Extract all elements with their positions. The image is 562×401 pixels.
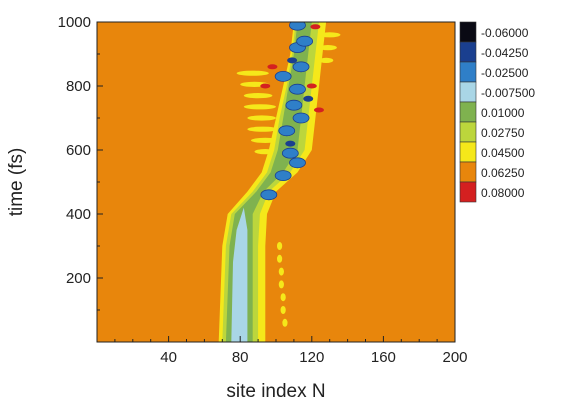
- contour-spot: [289, 83, 306, 95]
- contour-dot: [278, 280, 284, 289]
- x-tick-label: 200: [442, 349, 467, 366]
- contour-stripe: [236, 70, 269, 76]
- colorbar-label: -0.007500: [481, 86, 535, 100]
- x-tick-label: 80: [232, 349, 249, 366]
- contour-stripe: [247, 115, 276, 121]
- contour-spot: [289, 22, 306, 31]
- y-tick-label: 200: [66, 270, 91, 287]
- y-tick-label: 800: [66, 78, 91, 95]
- colorbar-swatch: [459, 41, 477, 63]
- colorbar-swatch: [459, 141, 477, 163]
- contour-dot: [280, 306, 286, 314]
- colorbar-swatch: [459, 121, 477, 143]
- contour-stripe: [318, 45, 337, 51]
- colorbar-label: 0.04500: [481, 146, 525, 160]
- contour-spot: [292, 61, 310, 73]
- contour-spot: [287, 57, 298, 64]
- contour-spot: [274, 170, 292, 182]
- contour-spot: [260, 83, 271, 89]
- contour-dot: [278, 267, 284, 276]
- contour-stripe: [243, 104, 276, 110]
- contour-stripe: [243, 93, 273, 99]
- y-tick-label: 600: [66, 142, 91, 159]
- contour-spot: [296, 35, 314, 47]
- x-tick-label: 160: [371, 349, 396, 366]
- colorbar: -0.06000 -0.04250 -0.02500 -0.007500 0.01000…: [459, 21, 535, 203]
- x-axis: 40 80 120 160 200: [96, 336, 468, 366]
- colorbar-label: 0.06250: [481, 166, 525, 180]
- contour-spot: [285, 140, 296, 147]
- y-axis: 200 400 600 800 1000: [58, 14, 103, 343]
- contour-spot: [285, 99, 303, 111]
- colorbar-swatch: [459, 21, 477, 43]
- colorbar-swatch: [459, 161, 477, 183]
- colorbar-label: -0.02500: [481, 66, 529, 80]
- contour-spot: [313, 107, 324, 113]
- x-tick-label: 40: [160, 349, 177, 366]
- contour-stripe: [247, 126, 278, 132]
- contour-spot: [310, 24, 321, 30]
- contour-dot: [280, 293, 286, 302]
- x-tick-label: 120: [299, 349, 324, 366]
- contour-region-core: [231, 207, 248, 342]
- y-axis-title: time (fs): [6, 148, 27, 217]
- contour-spot: [289, 157, 306, 169]
- colorbar-swatch: [459, 181, 477, 203]
- contour-dot: [282, 318, 288, 327]
- contour-spot: [267, 64, 278, 70]
- colorbar-label: 0.01000: [481, 106, 525, 120]
- y-tick-label: 400: [66, 206, 91, 223]
- contour-spot: [260, 189, 278, 201]
- colorbar-swatch: [459, 61, 477, 83]
- contour-spot: [306, 83, 317, 89]
- colorbar-swatch: [459, 81, 477, 103]
- contour-spot: [278, 125, 296, 137]
- colorbar-label: -0.04250: [481, 46, 529, 60]
- colorbar-label: 0.08000: [481, 186, 525, 200]
- contour-dot: [276, 254, 283, 263]
- colorbar-label: -0.06000: [481, 26, 529, 40]
- colorbar-swatch: [459, 101, 477, 123]
- contour-spot: [274, 71, 292, 82]
- contour-spot: [303, 95, 314, 102]
- y-tick-label: 1000: [58, 14, 91, 31]
- contour-dot: [276, 242, 283, 250]
- contour-stripe: [318, 57, 334, 64]
- contour-spot: [281, 147, 299, 159]
- plot-area: [96, 21, 456, 343]
- x-axis-title: site index N: [226, 381, 325, 401]
- colorbar-label: 0.02750: [481, 126, 525, 140]
- contour-spot: [292, 112, 310, 124]
